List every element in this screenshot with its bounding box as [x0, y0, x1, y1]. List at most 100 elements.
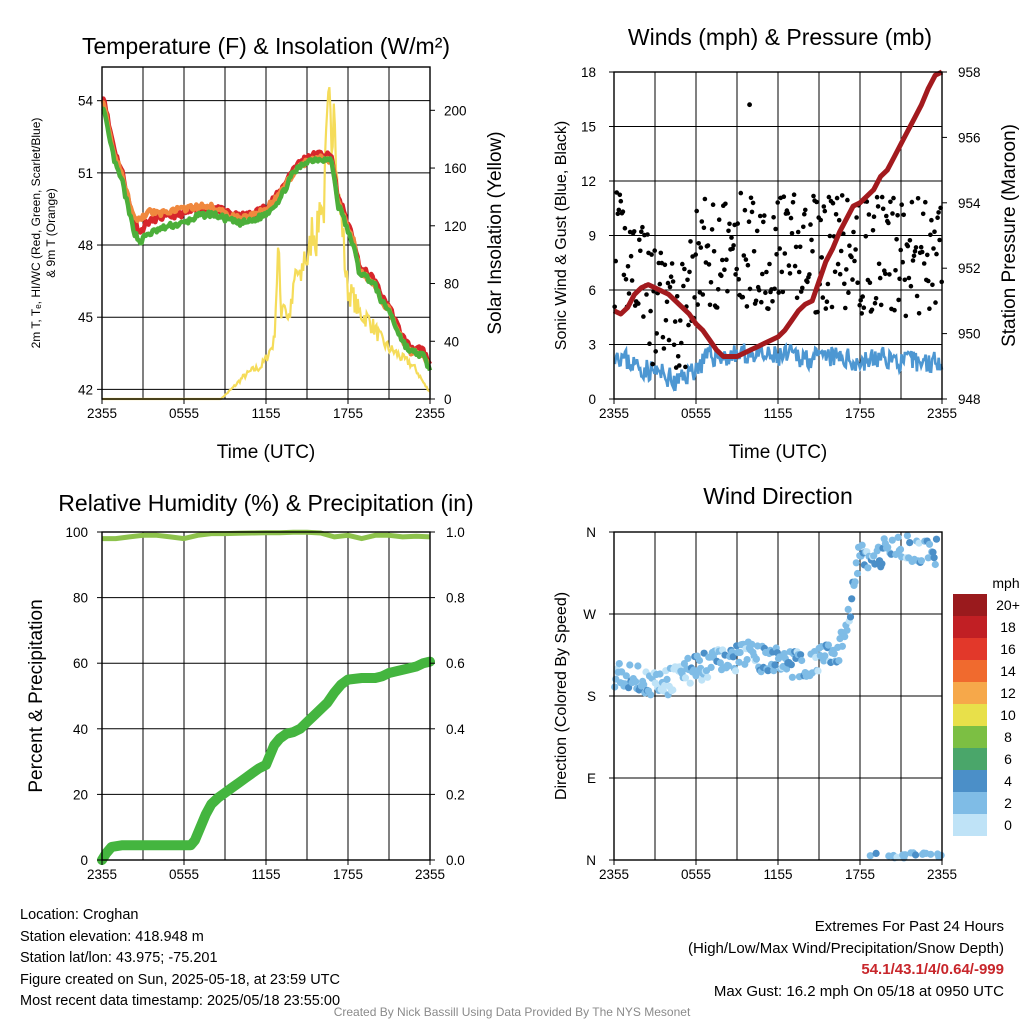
direction-point [931, 560, 939, 569]
gust-point [629, 278, 635, 283]
y2-tick-label: 956 [958, 130, 981, 145]
y2-axis-label: Solar Insolation (Yellow) [485, 131, 506, 334]
gust-point [866, 212, 872, 217]
direction-point [888, 536, 896, 544]
y-tick-label: 0 [80, 853, 88, 868]
direction-point [838, 642, 847, 650]
gust-point [884, 213, 889, 219]
gust-point [819, 255, 824, 260]
gust-point [720, 257, 725, 263]
gust-point [800, 285, 805, 291]
gust-point [705, 243, 711, 248]
elevation-text: Station elevation: 418.948 m [20, 928, 204, 945]
y2-tick-label: 200 [444, 103, 467, 118]
gust-point [652, 248, 657, 253]
direction-point [707, 663, 715, 672]
gust-point [834, 195, 840, 201]
gust-point [886, 220, 891, 226]
gust-point [936, 210, 941, 215]
direction-point [851, 578, 859, 586]
max-gust-text: Max Gust: 16.2 mph On 05/18 at 0950 UTC [713, 982, 1004, 1000]
gust-point [836, 217, 842, 223]
direction-point [912, 851, 920, 859]
direction-point [906, 539, 914, 547]
gust-point [662, 262, 668, 268]
gust-point [852, 258, 857, 264]
gust-point [841, 231, 846, 236]
gust-point [637, 237, 642, 243]
gust-point [716, 217, 722, 222]
direction-point [764, 667, 772, 675]
gust-point [916, 311, 922, 316]
gust-point [919, 249, 925, 255]
gust-point [818, 217, 823, 223]
gust-point [857, 302, 862, 308]
gust-point [929, 217, 934, 223]
colorbar-label: 12 [1000, 685, 1016, 701]
y2-tick-label: 0.2 [446, 787, 465, 802]
gust-point [654, 331, 659, 336]
direction-point [917, 557, 926, 565]
gust-point [756, 287, 762, 293]
gust-point [672, 319, 678, 324]
gust-point [911, 253, 917, 259]
gust-point [910, 258, 916, 263]
y2-tick-label: 948 [958, 392, 981, 407]
gust-point [876, 261, 882, 267]
direction-point [748, 640, 756, 648]
gust-point [826, 194, 832, 200]
direction-point [686, 679, 694, 687]
gust-point [715, 287, 721, 292]
direction-point [901, 851, 909, 859]
gust-point [760, 271, 765, 277]
direction-point [684, 654, 692, 663]
gust-point [878, 302, 884, 308]
gust-point [895, 213, 900, 218]
gust-point [905, 243, 911, 249]
x-tick-label: 2355 [927, 406, 957, 421]
gust-point [803, 207, 808, 213]
credit-text: Created By Nick Bassill Using Data Provi… [333, 1005, 691, 1019]
colorbar-swatch [953, 814, 987, 836]
gust-point [626, 291, 632, 296]
gust-point [843, 305, 848, 311]
colorbar-swatch [953, 770, 987, 792]
direction-point [927, 850, 935, 858]
gust-point [787, 271, 793, 276]
gust-point [745, 262, 751, 268]
x-tick-label: 2355 [87, 406, 117, 421]
x-axis-label: Time (UTC) [729, 442, 828, 463]
gust-point [738, 190, 744, 196]
gust-point [820, 295, 826, 300]
gust-point [762, 213, 767, 218]
winds-panel: 0 3 6 9 12 15 18 948 950 952 954 956 958 2355 0555 1155… [553, 24, 1020, 463]
gust-point [693, 252, 698, 257]
y2-tick-label: 0.0 [446, 853, 465, 868]
gust-point [873, 296, 879, 301]
gust-point [901, 212, 906, 218]
gust-point [678, 318, 683, 323]
gust-point [788, 215, 794, 221]
gust-point [723, 201, 728, 207]
direction-point [925, 540, 934, 548]
precipitation-line [97, 656, 435, 865]
direction-point [835, 657, 843, 665]
gust-point [921, 261, 927, 266]
gust-point [706, 262, 712, 267]
gust-point [759, 299, 764, 305]
gust-point [793, 244, 799, 250]
gust-point [903, 313, 909, 319]
direction-point [824, 641, 833, 649]
gust-point [631, 229, 637, 234]
y2-tick-label: 950 [958, 327, 981, 342]
x-tick-label: 1755 [845, 406, 875, 421]
gust-point [899, 202, 904, 207]
y-tick-label: 9 [588, 229, 596, 244]
gust-point [871, 214, 877, 219]
gust-point [923, 199, 928, 205]
y-tick-label: 42 [78, 382, 93, 397]
gust-point [774, 252, 779, 257]
y-tick-label: 45 [78, 310, 93, 325]
gust-point [669, 261, 675, 266]
